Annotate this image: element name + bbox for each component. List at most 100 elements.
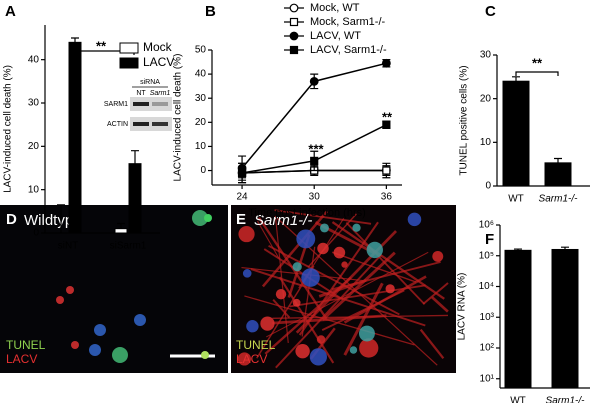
cell — [317, 242, 329, 255]
cell — [309, 348, 327, 366]
x-tick-label: siSarm1 — [110, 241, 147, 252]
neurite — [272, 314, 449, 319]
y-tick-label: 10 — [480, 137, 492, 148]
inset-lane: Sarm1 — [150, 90, 171, 97]
legend-label: Mock, Sarm1-/- — [310, 16, 386, 28]
legend-label: LACV, WT — [310, 30, 361, 42]
y-tick-label: 0 — [33, 228, 39, 239]
bar — [551, 248, 579, 389]
bar — [544, 162, 572, 187]
panel-a: A 0 10 20 30 40 LACV-induced cell death (%) ** s… — [3, 3, 175, 252]
cell — [301, 268, 320, 287]
cell — [94, 324, 106, 336]
cell — [407, 212, 422, 227]
panel-letter: F — [485, 231, 494, 248]
marker — [310, 156, 319, 165]
x-axis-title: Time post infection (hrs) — [248, 207, 366, 219]
y-tick-label: 30 — [28, 98, 40, 109]
cell — [352, 223, 361, 232]
cell — [89, 344, 101, 356]
y-tick-label: 10¹ — [480, 373, 495, 384]
blot — [130, 97, 172, 111]
y-tick-label: 40 — [28, 54, 40, 65]
y-tick-label: 20 — [480, 93, 492, 104]
error-bar — [554, 157, 562, 163]
blot-band — [133, 122, 149, 126]
legend-marker — [289, 3, 299, 13]
neurite — [419, 328, 445, 360]
panel-letter: D — [6, 211, 17, 228]
bar — [502, 80, 530, 187]
y-axis-title: TUNEL positive cells (%) — [459, 65, 470, 175]
cell — [66, 286, 74, 294]
cell — [292, 298, 301, 307]
inset-band: ACTIN — [107, 121, 128, 128]
y-tick-label: 0 — [200, 165, 206, 176]
panel-b: B 0 10 20 30 40 50 LACV-induced cell death (%) T… — [173, 2, 402, 219]
neurite — [272, 299, 291, 319]
neurite — [321, 251, 396, 321]
stain-label: LACV — [236, 352, 267, 366]
cell — [238, 225, 255, 243]
inset-band: SARM1 — [104, 101, 128, 108]
x-tick-label: 36 — [381, 192, 393, 203]
y-tick-label: 20 — [28, 141, 40, 152]
neurite — [345, 221, 426, 305]
inset-header: siRNA — [140, 79, 160, 86]
neurite — [332, 251, 417, 283]
cell — [296, 229, 316, 249]
cell — [56, 296, 64, 304]
annotation: ** — [532, 55, 543, 70]
cell — [432, 250, 444, 262]
marker — [309, 76, 319, 86]
neurite — [321, 289, 405, 331]
cell — [201, 351, 209, 359]
neurite — [331, 221, 445, 300]
cell — [246, 320, 259, 333]
legend-label: LACV, Sarm1-/- — [310, 44, 387, 56]
y-tick-label: 30 — [480, 50, 492, 61]
y-axis-title: LACV-induced cell death (%) — [173, 54, 184, 182]
cell — [358, 325, 375, 342]
blot-band — [133, 102, 149, 106]
bar — [504, 249, 532, 389]
y-tick-label: 10³ — [480, 312, 495, 323]
legend-swatch — [119, 57, 139, 69]
neurite — [307, 213, 357, 268]
legend-marker — [289, 31, 299, 41]
cell — [204, 214, 212, 222]
y-tick-label: 10⁶ — [479, 220, 494, 231]
x-tick-label: WT — [508, 194, 524, 205]
cell — [275, 288, 287, 300]
neurite — [256, 220, 280, 259]
significance-bracket — [515, 71, 559, 76]
cell — [242, 269, 252, 278]
cell — [237, 352, 252, 366]
y-axis-title: LACV-induced cell death (%) — [3, 65, 14, 193]
x-tick-label: siNT — [58, 241, 79, 252]
y-tick-label: 10² — [480, 343, 495, 354]
legend-label: Mock — [143, 40, 173, 54]
error-bar — [131, 150, 139, 164]
panel-letter: A — [5, 3, 16, 20]
marker — [237, 168, 247, 178]
cell — [320, 223, 329, 233]
legend-label: Mock, WT — [310, 2, 360, 14]
bar — [128, 163, 142, 234]
cell — [316, 335, 326, 344]
cell — [359, 338, 379, 358]
cell — [349, 346, 358, 354]
bar — [114, 228, 128, 234]
y-tick-label: 10 — [195, 141, 207, 152]
legend-swatch — [119, 42, 139, 54]
cell — [366, 241, 383, 259]
x-tick-label: Sarm1-/- — [546, 396, 586, 403]
y-tick-label: 0 — [485, 181, 491, 192]
y-tick-label: 20 — [195, 117, 207, 128]
cell — [71, 341, 79, 349]
cell — [333, 246, 346, 259]
annotation: ** — [382, 109, 393, 124]
cell — [192, 210, 208, 226]
cell — [295, 343, 310, 359]
